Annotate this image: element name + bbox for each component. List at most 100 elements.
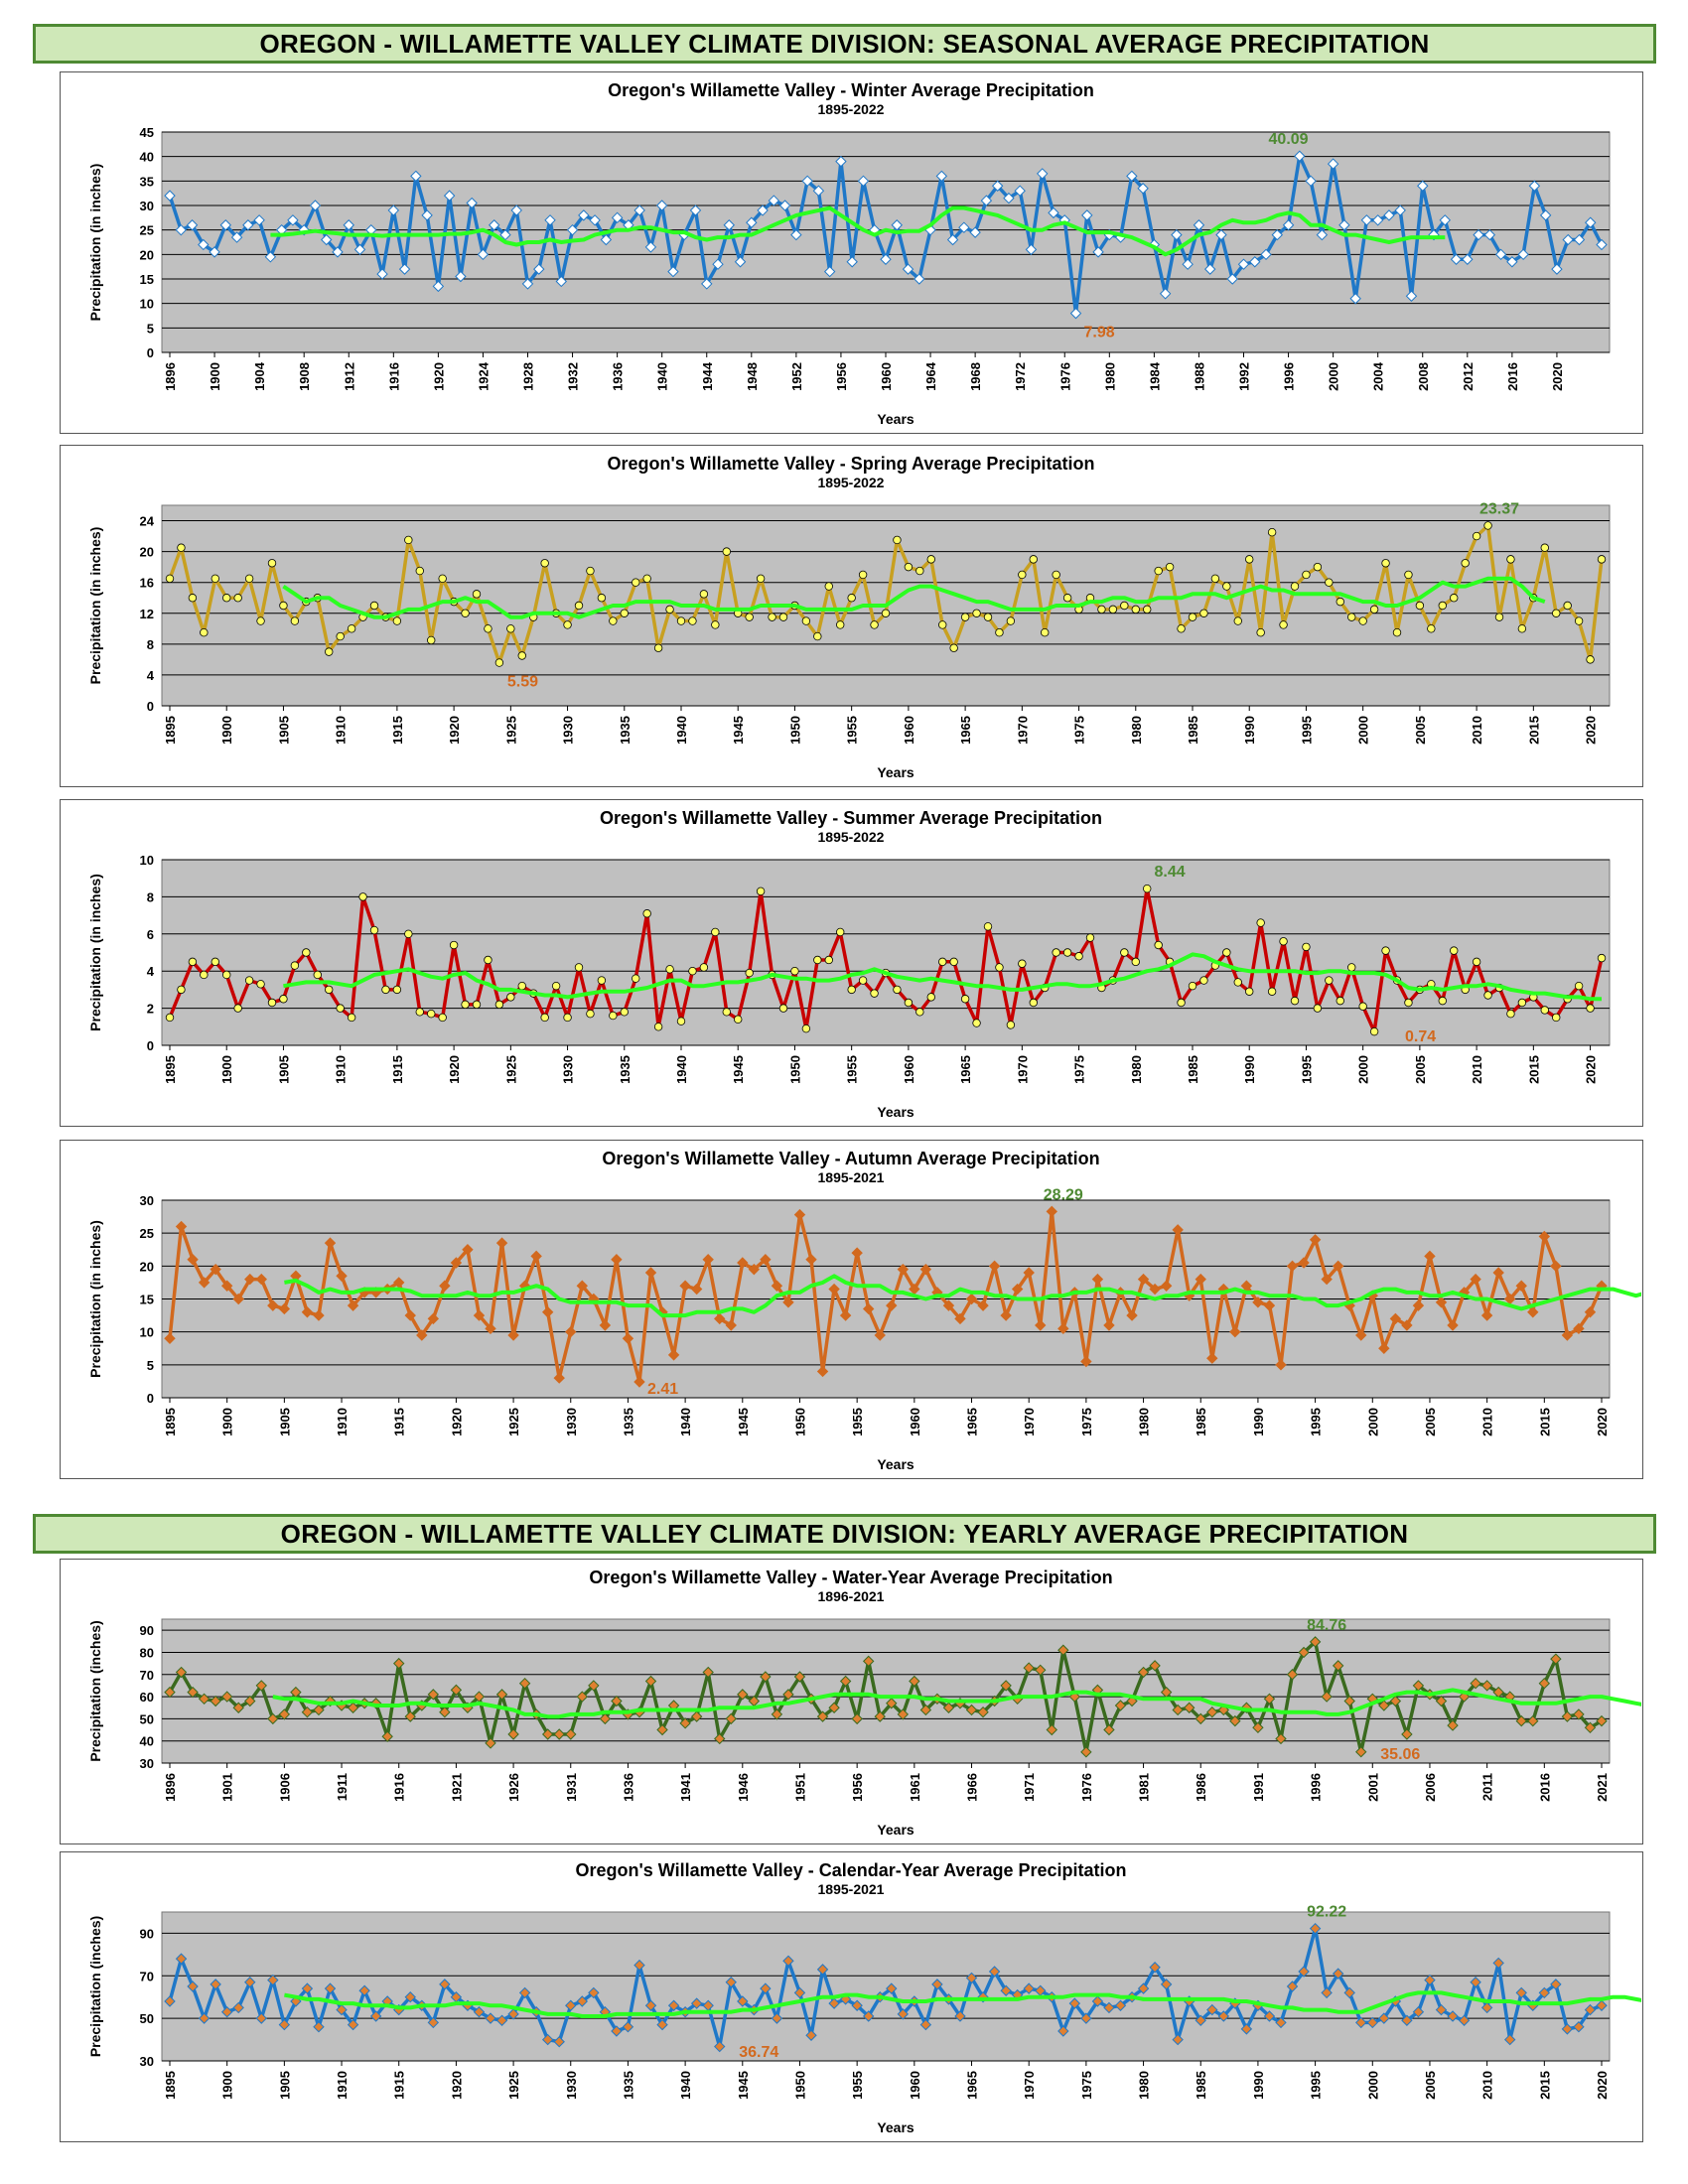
x-tick-label: 1912 [342, 362, 356, 391]
data-point [517, 981, 526, 991]
data-point [609, 1011, 618, 1021]
x-tick-label: 1935 [618, 1055, 633, 1084]
data-point [915, 566, 924, 576]
chart-subtitle: 1895-2022 [818, 829, 885, 845]
data-point [233, 594, 242, 603]
data-point [653, 643, 663, 652]
water-year-chart-panel: Oregon's Willamette Valley - Water-Year … [60, 1559, 1643, 1844]
data-point [778, 200, 791, 211]
data-point [410, 170, 422, 183]
autumn-chart-panel: Oregon's Willamette Valley - Autumn Aver… [60, 1140, 1643, 1479]
data-point [455, 270, 467, 283]
data-point [588, 1680, 600, 1692]
data-point [1347, 613, 1356, 621]
data-point [1338, 219, 1350, 231]
data-point [656, 1723, 668, 1736]
data-point [1435, 1297, 1448, 1308]
x-tick-label: 1920 [447, 716, 462, 745]
data-point [1195, 1273, 1206, 1286]
data-point [881, 609, 891, 617]
x-tick-label: 1935 [621, 1408, 635, 1436]
data-point [220, 2006, 233, 2018]
data-point [823, 265, 836, 278]
data-point [210, 1263, 221, 1276]
x-tick-label: 1964 [923, 361, 938, 391]
x-tick-label: 1985 [1186, 1055, 1200, 1084]
data-point [336, 631, 345, 641]
x-tick-label: 1900 [219, 716, 234, 745]
x-tick-label: 2010 [1470, 1055, 1484, 1084]
data-point [309, 200, 322, 211]
x-tick-label: 1925 [503, 716, 518, 745]
data-point [611, 1253, 623, 1266]
data-point [494, 1000, 504, 1010]
chart-title: Oregon's Willamette Valley - Summer Aver… [600, 808, 1102, 828]
data-point [347, 624, 356, 633]
data-point [1305, 175, 1317, 188]
data-point [655, 200, 668, 211]
x-tick-label: 1980 [1137, 2071, 1152, 2100]
data-point [1424, 1250, 1436, 1263]
data-point [1048, 206, 1059, 219]
x-tick-label: 1946 [736, 1773, 751, 1802]
data-point [633, 205, 645, 216]
data-point [1573, 1322, 1585, 1335]
data-point [909, 1675, 920, 1688]
data-point [828, 1702, 840, 1713]
x-tick-label: 1980 [1129, 1055, 1144, 1084]
data-point [1091, 1995, 1104, 2007]
data-point [1381, 559, 1390, 568]
data-point [1584, 2003, 1597, 2016]
y-tick-label: 15 [140, 1293, 154, 1307]
x-tick-label: 1990 [1251, 2071, 1266, 2100]
min-value-label: 35.06 [1380, 1746, 1420, 1763]
data-point [1068, 1997, 1081, 2009]
data-point [801, 1024, 811, 1033]
data-point [699, 590, 709, 599]
data-point [1573, 2021, 1585, 2033]
data-point [1394, 205, 1406, 216]
data-point [1149, 1283, 1161, 1296]
data-point [1383, 209, 1395, 221]
data-point [760, 1671, 772, 1683]
water-year-chart: Oregon's Willamette Valley - Water-Year … [87, 1568, 1641, 1838]
data-point [1417, 180, 1429, 192]
chart-title: Oregon's Willamette Valley - Winter Aver… [608, 80, 1094, 100]
data-point [1286, 1260, 1299, 1273]
chart-title: Oregon's Willamette Valley - Water-Year … [589, 1568, 1112, 1587]
data-point [954, 2010, 966, 2022]
x-tick-label: 2020 [1550, 362, 1565, 391]
data-point [1309, 1922, 1322, 1935]
data-point [942, 1299, 955, 1311]
calendar-year-chart-panel: Oregon's Willamette Valley - Calendar-Ye… [60, 1851, 1643, 2142]
y-tick-label: 50 [140, 2011, 154, 2026]
data-point [816, 1365, 829, 1378]
data-point [302, 948, 311, 957]
data-point [1494, 248, 1507, 261]
data-point [839, 1309, 852, 1321]
data-point [506, 624, 515, 633]
data-point [1450, 594, 1459, 603]
data-point [756, 574, 766, 584]
data-point [1573, 1708, 1585, 1720]
data-point [599, 1319, 612, 1331]
x-tick-label: 2015 [1537, 2071, 1552, 2100]
data-point [836, 620, 845, 629]
x-tick-label: 1995 [1299, 716, 1314, 745]
x-tick-label: 1940 [678, 1408, 693, 1436]
data-point [858, 570, 868, 580]
data-point [210, 1695, 221, 1707]
x-tick-label: 1985 [1194, 1408, 1208, 1436]
y-tick-label: 8 [147, 889, 154, 904]
data-point [1037, 168, 1049, 180]
data-point [931, 1979, 943, 1990]
data-point [1245, 987, 1254, 996]
data-point [1378, 1342, 1390, 1354]
x-tick-label: 1996 [1282, 362, 1297, 391]
x-tick-label: 1975 [1079, 2071, 1094, 2100]
data-point [219, 219, 232, 231]
x-tick-label: 1915 [390, 1055, 405, 1084]
data-point [1309, 1636, 1322, 1648]
data-point [1538, 1677, 1551, 1690]
data-point [1378, 1700, 1390, 1711]
